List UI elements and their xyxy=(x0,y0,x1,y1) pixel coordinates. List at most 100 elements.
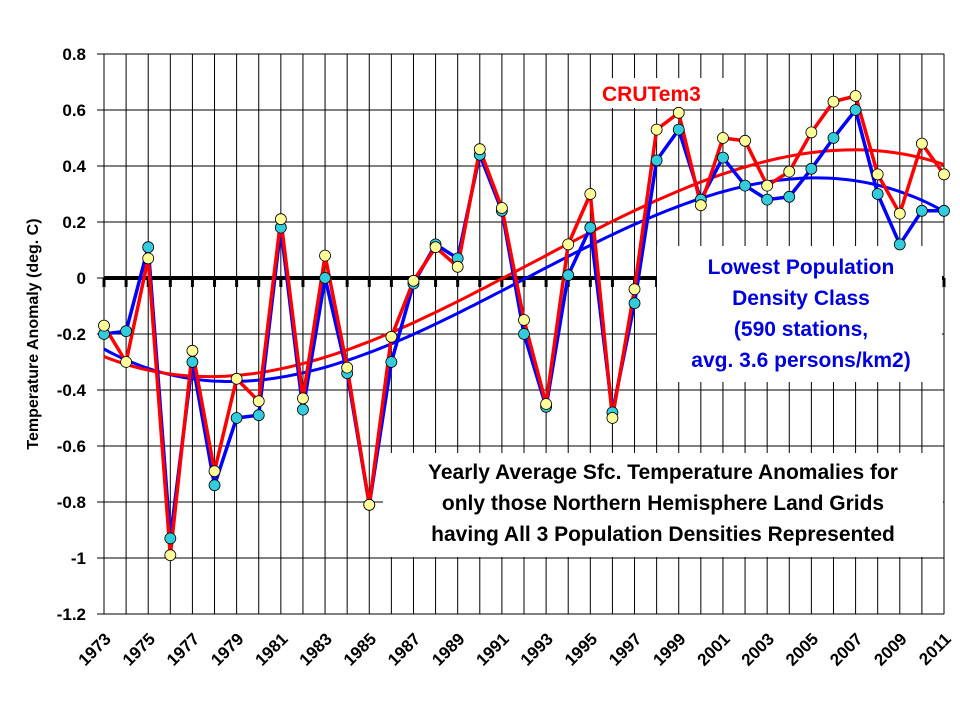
description-line: having All 3 Population Densities Repres… xyxy=(431,523,895,546)
description-line: Yearly Average Sfc. Temperature Anomalie… xyxy=(428,461,898,484)
data-point-lowest-density xyxy=(319,272,331,284)
lowest-label-line: Density Class xyxy=(732,287,870,310)
data-point-crutem3 xyxy=(274,213,287,226)
data-point-crutem3 xyxy=(120,356,133,368)
data-point-lowest-density xyxy=(562,269,575,282)
y-tick-label: -1 xyxy=(71,549,86,568)
data-point-lowest-density xyxy=(385,356,398,368)
data-point-crutem3 xyxy=(606,412,619,424)
data-point-lowest-density xyxy=(761,193,774,206)
data-point-crutem3 xyxy=(407,274,420,287)
data-point-lowest-density xyxy=(628,297,641,310)
data-point-crutem3 xyxy=(628,283,641,296)
data-point-lowest-density xyxy=(252,409,265,422)
y-axis-label: Temperature Anomaly (deg. C) xyxy=(25,218,42,449)
data-point-crutem3 xyxy=(871,168,884,181)
x-tick-label: 1995 xyxy=(561,629,601,669)
data-point-crutem3 xyxy=(694,199,707,212)
lowest-label-line: avg. 3.6 persons/km2) xyxy=(691,349,910,372)
x-tick-label: 1979 xyxy=(207,629,247,669)
data-point-crutem3 xyxy=(429,241,442,254)
series-markers xyxy=(98,90,950,562)
data-point-crutem3 xyxy=(385,330,398,343)
data-point-crutem3 xyxy=(297,392,309,405)
data-point-crutem3 xyxy=(186,344,199,357)
data-point-crutem3 xyxy=(650,123,663,136)
x-tick-label: 2001 xyxy=(694,629,734,669)
x-tick-label: 2003 xyxy=(738,629,778,669)
data-point-crutem3 xyxy=(915,137,928,150)
data-point-lowest-density xyxy=(120,325,133,338)
y-tick-label: -0.4 xyxy=(57,381,87,400)
data-point-crutem3 xyxy=(672,106,685,119)
data-point-crutem3 xyxy=(142,252,155,265)
data-point-lowest-density xyxy=(208,479,221,492)
x-tick-label: 1987 xyxy=(384,629,424,669)
data-point-crutem3 xyxy=(164,549,177,562)
x-tick-label: 1991 xyxy=(473,629,513,669)
x-tick-label: 1983 xyxy=(296,629,336,669)
data-point-lowest-density xyxy=(297,403,309,416)
lowest-label: Lowest Population Density Class (590 sta… xyxy=(691,256,910,372)
data-point-crutem3 xyxy=(562,238,575,251)
description-line: only those Northern Hemisphere Land Grid… xyxy=(442,492,884,515)
description-bg xyxy=(383,453,943,557)
data-point-crutem3 xyxy=(98,319,110,332)
y-tick-label: -1.2 xyxy=(57,605,86,624)
data-point-crutem3 xyxy=(363,498,376,511)
crutem-label-bg xyxy=(596,78,726,108)
y-tick-label: -0.2 xyxy=(57,325,86,344)
data-point-crutem3 xyxy=(319,249,331,262)
x-tick-label: 1973 xyxy=(75,629,115,669)
data-point-crutem3 xyxy=(805,126,818,139)
data-point-lowest-density xyxy=(650,154,663,167)
y-axis-ticks: 0.8 0.6 0.4 0.2 0 -0.2 -0.4 -0.6 -0.8 -1 -1.2 xyxy=(57,45,104,624)
data-point-lowest-density xyxy=(915,204,928,217)
y-tick-label: 0.2 xyxy=(62,213,86,232)
trend-line-crutem3 xyxy=(103,148,945,379)
data-point-lowest-density xyxy=(584,221,597,234)
data-point-crutem3 xyxy=(230,372,243,385)
data-point-crutem3 xyxy=(341,361,354,374)
data-point-lowest-density xyxy=(849,104,862,116)
data-point-crutem3 xyxy=(495,202,508,214)
data-point-lowest-density xyxy=(142,241,155,254)
data-point-crutem3 xyxy=(518,314,530,326)
data-point-crutem3 xyxy=(208,465,221,478)
data-point-crutem3 xyxy=(473,143,486,156)
data-point-lowest-density xyxy=(186,356,199,368)
data-point-lowest-density xyxy=(871,188,884,200)
x-tick-label: 2007 xyxy=(826,629,866,669)
data-point-lowest-density xyxy=(938,204,950,217)
data-point-crutem3 xyxy=(783,165,796,178)
x-axis-ticks: 1973 1975 1977 1979 1981 1983 1985 1987 1989 1991… xyxy=(75,629,955,669)
x-tick-label: 1977 xyxy=(163,629,203,669)
data-point-lowest-density xyxy=(805,162,818,175)
data-point-crutem3 xyxy=(451,260,464,273)
data-point-crutem3 xyxy=(739,134,751,147)
data-point-crutem3 xyxy=(540,398,553,410)
data-point-lowest-density xyxy=(672,123,685,136)
x-tick-label: 2009 xyxy=(870,629,910,669)
lowest-label-line: (590 stations, xyxy=(734,318,868,341)
data-point-lowest-density xyxy=(164,532,177,545)
data-point-lowest-density xyxy=(717,151,729,164)
description: Yearly Average Sfc. Temperature Anomalie… xyxy=(428,461,898,546)
data-point-lowest-density xyxy=(739,179,751,192)
x-tick-label: 1981 xyxy=(251,629,291,669)
data-point-crutem3 xyxy=(849,90,862,102)
data-point-crutem3 xyxy=(252,395,265,408)
y-tick-label: -0.8 xyxy=(57,493,86,512)
y-tick-label: 0.6 xyxy=(62,101,86,120)
x-tick-label: 1997 xyxy=(605,629,645,669)
data-point-crutem3 xyxy=(938,168,950,181)
data-point-lowest-density xyxy=(518,328,530,340)
data-point-lowest-density xyxy=(893,238,906,251)
lowest-label-line: Lowest Population xyxy=(708,256,895,279)
x-tick-label: 1993 xyxy=(517,629,557,669)
data-point-crutem3 xyxy=(827,95,840,108)
x-tick-label: 1989 xyxy=(428,629,468,669)
x-tick-label: 1985 xyxy=(340,629,380,669)
y-tick-label: 0.4 xyxy=(62,157,86,176)
